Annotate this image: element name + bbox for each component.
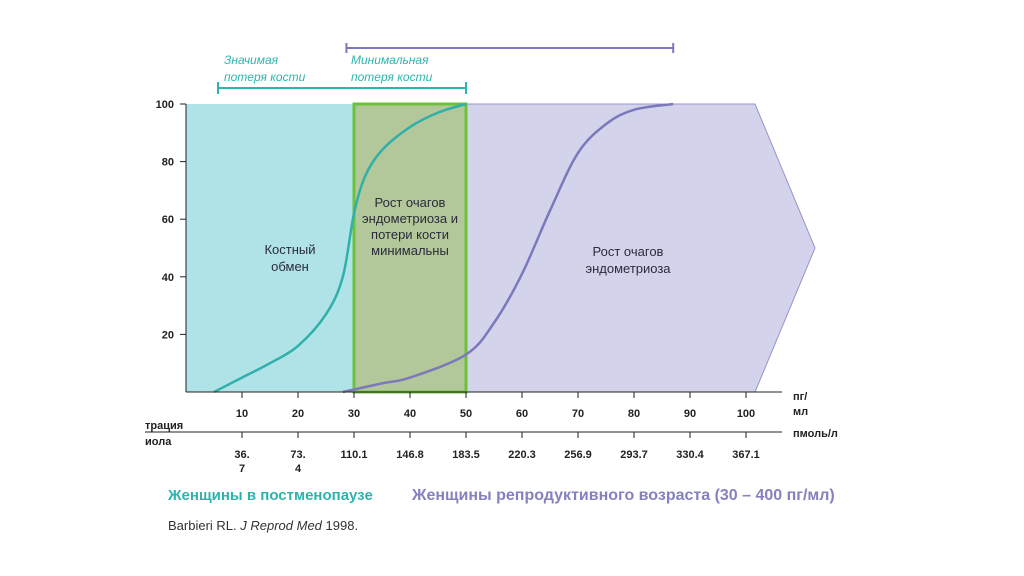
x-unit-label: пг/мл	[793, 391, 808, 418]
footer-postmenopause: Женщины в постменопаузе	[168, 487, 373, 504]
x-tick-label-90: 90	[684, 408, 696, 420]
x-tick-label-20: 20	[292, 408, 304, 420]
x-tick-label-80: 80	[628, 408, 640, 420]
x-tick-label-70: 70	[572, 408, 584, 420]
x-tick-label-60: 60	[516, 408, 528, 420]
secondary-tick-label-30: 110.1	[341, 449, 368, 461]
x-tick-label-100: 100	[737, 408, 755, 420]
secondary-tick-label-40: 146.8	[396, 449, 424, 461]
footer-reproductive: Женщины репродуктивного возраста (30 – 4…	[412, 487, 835, 504]
secondary-tick-label-70: 256.9	[564, 449, 592, 461]
x-tick-label-30: 30	[348, 408, 360, 420]
secondary-tick-label-90: 330.4	[676, 449, 704, 461]
series-1-line	[213, 102, 467, 394]
zone-minimal	[352, 102, 468, 394]
secondary-tick-label-60: 220.3	[508, 449, 536, 461]
bracket-minimal-label: Минимальная потеря кости	[351, 53, 433, 84]
citation-year: 1998.	[325, 518, 359, 533]
citation-author: Barbieri RL.	[168, 518, 237, 533]
x-tick-label-50: 50	[460, 408, 472, 420]
secondary-tick-label-20: 73. 4	[290, 449, 305, 475]
secondary-axis-label: трация иола	[145, 420, 183, 448]
series-2-line	[342, 102, 674, 394]
citation-journal: J Reprod Med	[240, 518, 322, 533]
zone-bone-turnover	[186, 104, 354, 392]
secondary-axis-unit: пмоль/л	[793, 428, 838, 440]
secondary-tick-label-10: 36. 7	[234, 449, 249, 475]
y-tick-label-100: 100	[156, 99, 174, 111]
zone-label-minimal: Рост очагов эндометриоза и потери кости мин…	[362, 195, 458, 258]
y-tick-label-20: 20	[162, 329, 174, 341]
secondary-tick-label-80: 293.7	[620, 449, 648, 461]
y-tick-label-80: 80	[162, 157, 174, 169]
y-tick-label-40: 40	[162, 272, 174, 284]
x-tick-label-40: 40	[404, 408, 416, 420]
y-tick-label-60: 60	[162, 214, 174, 226]
zone-label-bone-turnover: Костный обмен	[264, 242, 315, 274]
bracket-significant-label: Значимая потеря кости	[224, 53, 306, 84]
zone-label-endometriosis: Рост очагов эндометриоза	[585, 244, 671, 276]
citation: Barbieri RL. J Reprod Med 1998.	[168, 518, 358, 533]
secondary-tick-label-100: 367.1	[732, 449, 760, 461]
secondary-tick-label-50: 183.5	[452, 449, 480, 461]
x-tick-label-10: 10	[236, 408, 248, 420]
